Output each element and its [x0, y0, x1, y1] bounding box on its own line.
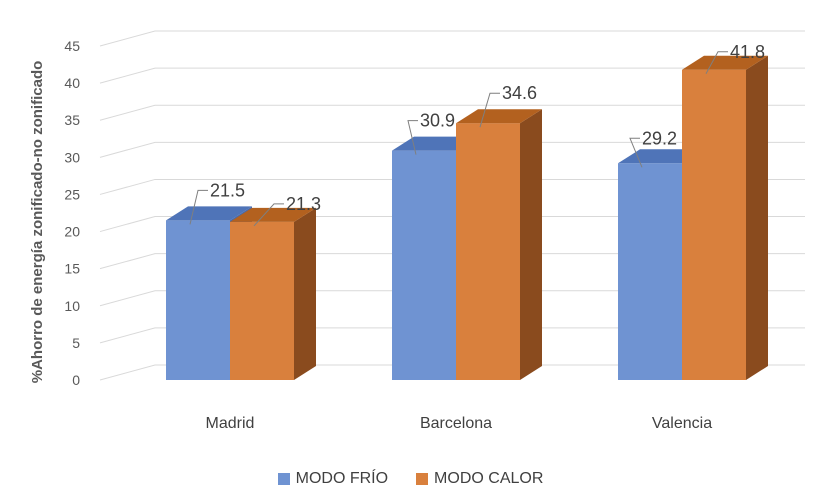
bar-front [618, 163, 682, 380]
bar-front [230, 221, 294, 380]
bar-madrid-calor [230, 207, 316, 380]
legend-item-frio: MODO FRÍO [277, 470, 389, 488]
bars [166, 55, 768, 381]
bar-side [746, 55, 768, 381]
bar-front [166, 220, 230, 380]
y-tick-label: 35 [64, 112, 80, 128]
data-label: 41.8 [730, 42, 765, 62]
y-tick-label: 0 [72, 372, 80, 388]
x-axis-categories: Madrid Barcelona Valencia [206, 415, 713, 432]
gridline [99, 253, 805, 270]
gridline [99, 141, 805, 158]
bar-front [456, 123, 520, 381]
bar-barcelona-calor [456, 109, 542, 381]
gridlines [99, 30, 805, 381]
gridline [99, 327, 805, 344]
gridline [99, 364, 805, 381]
bar-top [230, 207, 316, 222]
x-category-label: Valencia [652, 415, 712, 432]
legend-item-calor: MODO CALOR [416, 470, 543, 488]
data-label: 21.5 [210, 180, 245, 200]
legend-label-frio: MODO FRÍO [295, 470, 389, 487]
y-tick-label: 10 [64, 298, 80, 314]
data-label: 21.3 [286, 194, 321, 214]
data-label-leader [629, 137, 643, 168]
data-label: 34.6 [502, 83, 537, 103]
y-tick-label: 25 [64, 186, 80, 202]
y-axis-ticks: 0 5 10 15 20 25 30 35 40 45 [64, 38, 80, 388]
legend-swatch-calor [416, 473, 429, 485]
y-tick-label: 5 [72, 335, 80, 351]
x-category-label: Barcelona [420, 415, 492, 432]
x-category-label: Madrid [206, 415, 255, 432]
legend: MODO FRÍO MODO CALOR [0, 466, 821, 492]
gridline [99, 30, 805, 47]
data-label-leader [189, 189, 208, 225]
data-label-leader [479, 92, 500, 128]
y-axis-title: %Ahorro de energía zonificado-no zonific… [29, 61, 46, 384]
y-tick-label: 20 [64, 224, 80, 240]
y-tick-label: 15 [64, 261, 80, 277]
gridline [99, 67, 805, 84]
y-tick-label: 45 [64, 38, 80, 54]
data-label: 30.9 [420, 111, 455, 131]
data-label-leader [253, 203, 284, 227]
bar-top [166, 206, 252, 221]
bar-top [456, 109, 542, 124]
bar-top [682, 55, 768, 70]
data-label: 29.2 [642, 128, 677, 148]
bar-valencia-calor [682, 55, 768, 381]
gridline [99, 290, 805, 307]
bar-side [294, 207, 316, 380]
data-label-leader [407, 120, 418, 155]
bar-front [392, 150, 456, 380]
gridline [99, 104, 805, 121]
data-labels: 21.5 21.3 30.9 34.6 29.2 41.8 [189, 42, 765, 227]
legend-swatch-frio [277, 473, 290, 485]
bar-side [520, 109, 542, 381]
y-tick-label: 40 [64, 75, 80, 91]
y-tick-label: 30 [64, 149, 80, 165]
gridline [99, 178, 805, 195]
data-label-leader [705, 51, 728, 74]
bar-front [682, 69, 746, 381]
gridline [99, 216, 805, 233]
legend-label-calor: MODO CALOR [434, 470, 544, 487]
